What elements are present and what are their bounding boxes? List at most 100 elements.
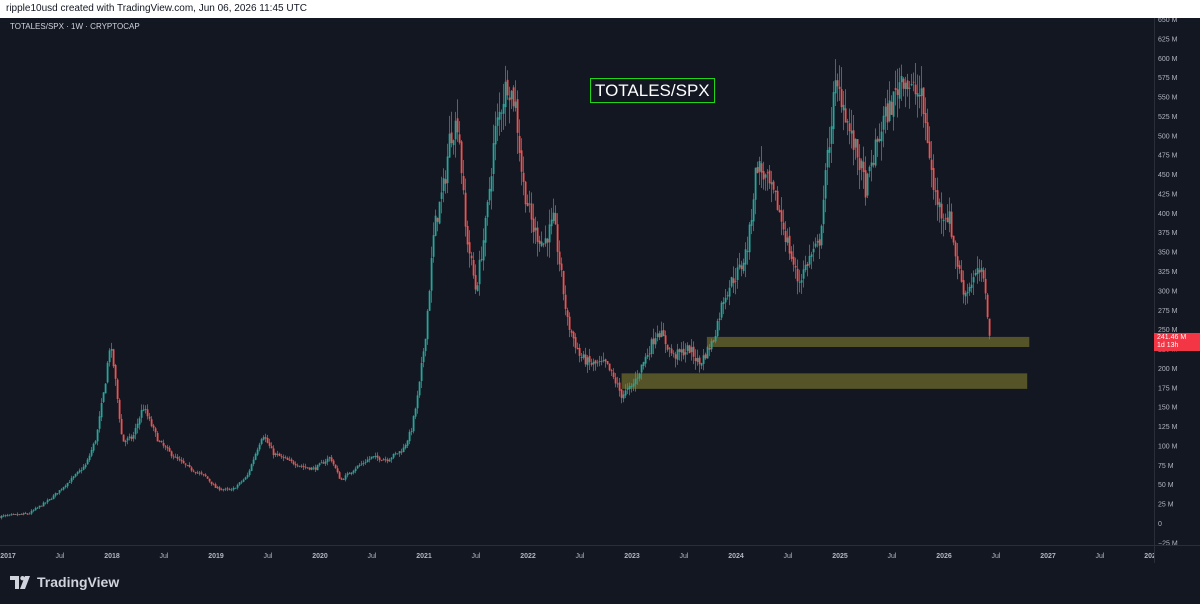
candle-body <box>622 394 625 399</box>
candle-body <box>918 94 921 97</box>
candle-body <box>760 163 763 173</box>
candle-body <box>636 377 639 379</box>
candle-body <box>870 162 873 167</box>
candle-body <box>528 203 531 205</box>
candle-body <box>732 278 735 284</box>
candle-body <box>966 291 969 294</box>
candle-body <box>638 373 641 379</box>
candle-body <box>678 349 681 352</box>
candle-body <box>518 135 521 153</box>
candle-body <box>946 217 949 223</box>
candle-body <box>786 237 789 243</box>
candle-body <box>836 80 839 87</box>
candle-body <box>408 431 411 442</box>
candle-body <box>756 167 759 174</box>
candle-body <box>74 474 77 477</box>
y-tick-label: 375 M <box>1158 230 1178 237</box>
candle-body <box>748 224 751 253</box>
candle-body <box>526 202 529 207</box>
candle-body <box>456 118 459 133</box>
candle-body <box>332 460 335 465</box>
candle-body <box>54 493 57 496</box>
candle-body <box>246 475 249 478</box>
candle-body <box>692 346 695 357</box>
candle-body <box>146 409 149 417</box>
candle-body <box>694 357 697 362</box>
candle-body <box>114 365 117 379</box>
x-tick-label: Jul <box>472 553 481 560</box>
candle-body <box>634 378 637 385</box>
candle-body <box>878 138 881 142</box>
candle-body <box>672 353 675 355</box>
time-axis[interactable]: 2017 Jul 2018 Jul 2019 Jul 2020 Jul 2021 Jul 2022 J… <box>0 545 1154 564</box>
candle-body <box>644 356 647 364</box>
candle-body <box>230 489 233 491</box>
y-tick-label: 25 M <box>1158 502 1174 509</box>
candle-body <box>314 467 317 470</box>
candle-body <box>234 487 237 489</box>
candle-body <box>330 457 333 462</box>
candle-body <box>822 199 825 225</box>
candle-body <box>94 441 97 444</box>
candle-body <box>380 460 383 461</box>
tradingview-logo-text: TradingView <box>37 574 120 590</box>
candle-body <box>324 461 327 464</box>
candles <box>0 59 991 520</box>
candle-body <box>192 470 195 472</box>
candle-body <box>712 340 715 342</box>
candle-body <box>72 476 75 479</box>
candle-body <box>10 514 13 516</box>
candle-body <box>474 275 477 290</box>
candle-body <box>640 364 643 373</box>
candle-body <box>568 316 571 330</box>
candle-body <box>276 453 279 455</box>
price-axis[interactable]: 650 M 625 M 600 M 575 M 550 M 525 M 500 M 475 M… <box>1154 18 1200 545</box>
candle-body <box>550 219 553 227</box>
candle-body <box>862 161 865 172</box>
candle-body <box>396 453 399 455</box>
candle-body <box>316 465 319 471</box>
candle-body <box>166 447 169 449</box>
candle-body <box>268 442 271 446</box>
candle-body <box>220 489 223 491</box>
candle-body <box>204 474 207 477</box>
symbol-line: TOTALES/SPX · 1W · CRYPTOCAP <box>10 22 140 31</box>
candle-body <box>426 310 429 340</box>
price-chart[interactable] <box>0 18 1154 545</box>
candle-body <box>922 87 925 114</box>
candle-body <box>662 330 665 337</box>
candle-body <box>684 352 687 355</box>
candle-body <box>934 190 937 192</box>
candle-body <box>620 389 623 398</box>
y-tick-label: 525 M <box>1158 114 1178 121</box>
axis-corner <box>1154 545 1200 564</box>
candle-body <box>470 255 473 259</box>
candle-body <box>188 465 191 467</box>
candle-body <box>418 381 421 396</box>
y-tick-label: 300 M <box>1158 288 1178 295</box>
candle-body <box>170 451 173 457</box>
candle-body <box>346 473 349 476</box>
candle-body <box>698 357 701 365</box>
candle-body <box>412 416 415 432</box>
candle-body <box>564 294 567 309</box>
candle-body <box>602 360 605 361</box>
candle-body <box>738 264 741 268</box>
y-tick-label: 125 M <box>1158 424 1178 431</box>
x-tick-label: Jul <box>888 553 897 560</box>
candle-body <box>826 149 829 168</box>
candle-body <box>884 106 887 117</box>
candle-body <box>186 465 189 466</box>
x-tick-label: 2020 <box>312 553 328 560</box>
candle-body <box>2 515 5 517</box>
x-tick-label: Jul <box>992 553 1001 560</box>
x-tick-label: Jul <box>56 553 65 560</box>
candle-body <box>974 273 977 276</box>
candle-body <box>120 418 123 435</box>
candle-body <box>158 440 161 442</box>
x-tick-label: 2019 <box>208 553 224 560</box>
candle-body <box>28 513 31 515</box>
candle-body <box>280 456 283 457</box>
y-tick-label: 650 M <box>1158 18 1178 24</box>
candle-body <box>350 472 353 474</box>
